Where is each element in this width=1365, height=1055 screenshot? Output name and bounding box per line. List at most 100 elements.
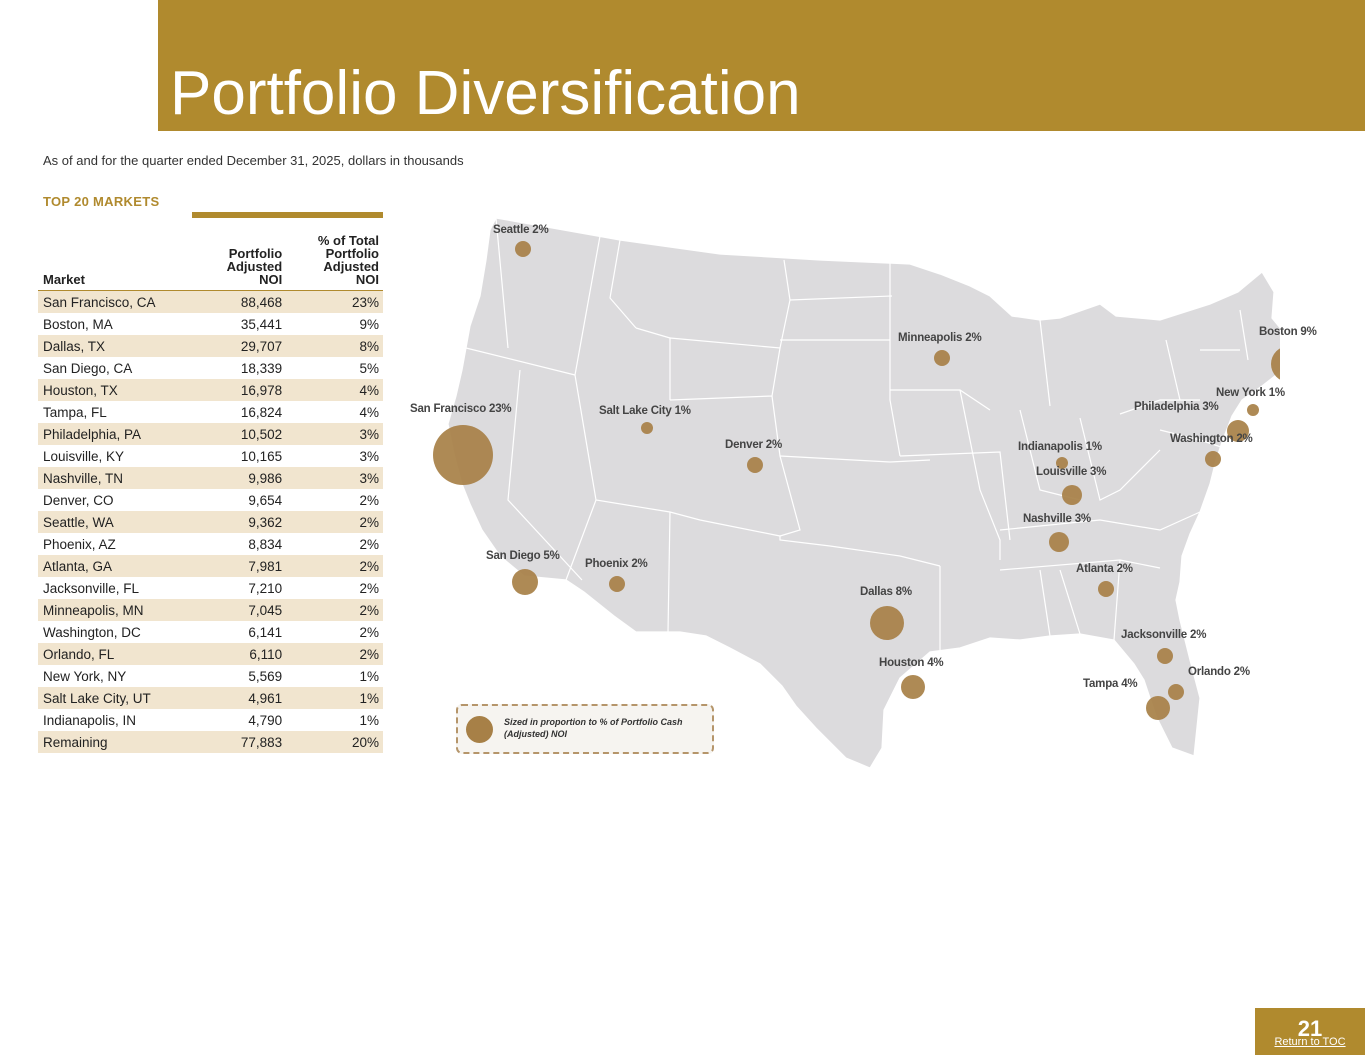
city-marker (641, 422, 653, 434)
return-to-toc-link[interactable]: Return to TOC (1274, 1036, 1346, 1048)
noi-cell: 7,981 (197, 555, 287, 577)
pct-cell: 23% (286, 290, 383, 313)
market-cell: New York, NY (43, 668, 127, 684)
city-marker (609, 576, 625, 592)
column-header-noi-line: Adjusted (226, 259, 283, 274)
state-border-line (574, 235, 601, 376)
column-header-noi: Portfolio Adjusted NOI (197, 228, 286, 291)
noi-cell: 10,165 (240, 448, 283, 464)
pct-cell: 8% (286, 335, 383, 357)
city-marker (1098, 581, 1114, 597)
state-border-line (771, 395, 941, 567)
city-label: Washington 2% (1170, 433, 1253, 445)
market-cell: Tampa, FL (43, 404, 107, 420)
table-row: Seattle, WA 9,362 2% (38, 511, 383, 533)
city-label: Jacksonville 2% (1121, 629, 1207, 641)
city-markers (433, 241, 1280, 720)
pct-cell: 4% (286, 379, 383, 401)
city-marker (1049, 532, 1069, 552)
map-legend: Sized in proportion to % of Portfolio Ca… (456, 704, 714, 754)
city-label: San Diego 5% (486, 550, 560, 562)
noi-cell: 5,569 (248, 668, 283, 684)
pct-cell: 1% (359, 712, 379, 728)
market-cell: Remaining (38, 731, 197, 753)
table-row: Louisville, KY 10,165 3% (38, 445, 383, 467)
market-cell: Seattle, WA (38, 511, 197, 533)
city-label: Minneapolis 2% (898, 332, 982, 344)
city-label: Seattle 2% (493, 224, 549, 236)
state-border-line (667, 511, 671, 633)
table-row: San Francisco, CA 88,468 23% (38, 290, 383, 313)
state-border-line (1079, 417, 1161, 501)
noi-cell: 18,339 (240, 360, 283, 376)
page-number: 21 (1297, 1016, 1323, 1041)
table-body: San Francisco, CA 88,468 23% Boston, MA 35,4… (38, 290, 383, 753)
table-row: New York, NY 5,569 1% (38, 665, 383, 687)
state-border-line (565, 499, 597, 581)
city-marker (1146, 696, 1170, 720)
table-row: Nashville, TN 9,986 3% (38, 467, 383, 489)
market-cell: San Diego, CA (43, 360, 133, 376)
us-land-shape (447, 217, 1280, 769)
market-cell: Denver, CO (43, 492, 114, 508)
column-header-pct: % of Total Portfolio Adjusted NOI (286, 228, 383, 291)
city-marker (1205, 451, 1221, 467)
top-markets-table: Market Portfolio Adjusted NOI % of Total… (38, 228, 383, 753)
noi-cell: 16,978 (197, 379, 287, 401)
market-cell: Philadelphia, PA (38, 423, 197, 445)
noi-cell: 8,834 (248, 536, 283, 552)
city-label: New York 1% (1216, 387, 1285, 399)
pct-cell: 2% (359, 492, 379, 508)
table-row: Houston, TX 16,978 4% (38, 379, 383, 401)
noi-cell: 6,110 (197, 643, 287, 665)
pct-cell: 3% (359, 448, 379, 464)
table-row: Washington, DC 6,141 2% (38, 621, 383, 643)
pct-cell: 2% (286, 643, 383, 665)
city-marker (433, 425, 493, 485)
noi-cell: 77,883 (197, 731, 287, 753)
pct-cell: 3% (286, 467, 383, 489)
state-border-line (465, 347, 576, 376)
table-row: Orlando, FL 6,110 2% (38, 643, 383, 665)
city-label: San Francisco 23% (410, 403, 512, 415)
city-marker (1062, 485, 1082, 505)
city-label: Dallas 8% (860, 586, 912, 598)
city-marker (870, 606, 904, 640)
pct-cell: 9% (359, 316, 379, 332)
state-border-line (789, 295, 893, 301)
table-row: Remaining 77,883 20% (38, 731, 383, 753)
noi-cell: 10,502 (197, 423, 287, 445)
noi-cell: 7,210 (248, 580, 283, 596)
noi-cell: 9,986 (197, 467, 287, 489)
us-map: Seattle 2% Minneapolis 2% Boston 9% New Yor… (400, 200, 1317, 780)
state-border-line (1059, 569, 1081, 635)
city-marker (1227, 420, 1249, 442)
legend-marker (466, 716, 493, 743)
noi-cell: 7,045 (197, 599, 287, 621)
city-marker (747, 457, 763, 473)
pct-cell: 4% (359, 404, 379, 420)
state-border-line (609, 239, 637, 329)
table-row: Philadelphia, PA 10,502 3% (38, 423, 383, 445)
market-cell: Salt Lake City, UT (38, 687, 197, 709)
noi-cell: 29,707 (197, 335, 287, 357)
market-cell: Atlanta, GA (38, 555, 197, 577)
market-cell: Houston, TX (38, 379, 197, 401)
market-cell: Orlando, FL (38, 643, 197, 665)
market-cell: Indianapolis, IN (43, 712, 137, 728)
city-label: Louisville 3% (1036, 466, 1107, 478)
market-cell: San Francisco, CA (38, 290, 197, 313)
noi-cell: 16,824 (240, 404, 283, 420)
city-label: Philadelphia 3% (1134, 401, 1219, 413)
noi-cell: 9,362 (197, 511, 287, 533)
state-border-line (1119, 399, 1200, 415)
state-border-line (495, 217, 509, 349)
city-label: Houston 4% (879, 657, 944, 669)
city-label: Orlando 2% (1188, 666, 1250, 678)
market-cell: Jacksonville, FL (43, 580, 140, 596)
table-header-row: Market Portfolio Adjusted NOI % of Total… (38, 228, 383, 291)
market-cell: Washington, DC (43, 624, 141, 640)
market-cell: Louisville, KY (43, 448, 125, 464)
market-cell: Dallas, TX (38, 335, 197, 357)
state-border-line (999, 511, 1201, 531)
